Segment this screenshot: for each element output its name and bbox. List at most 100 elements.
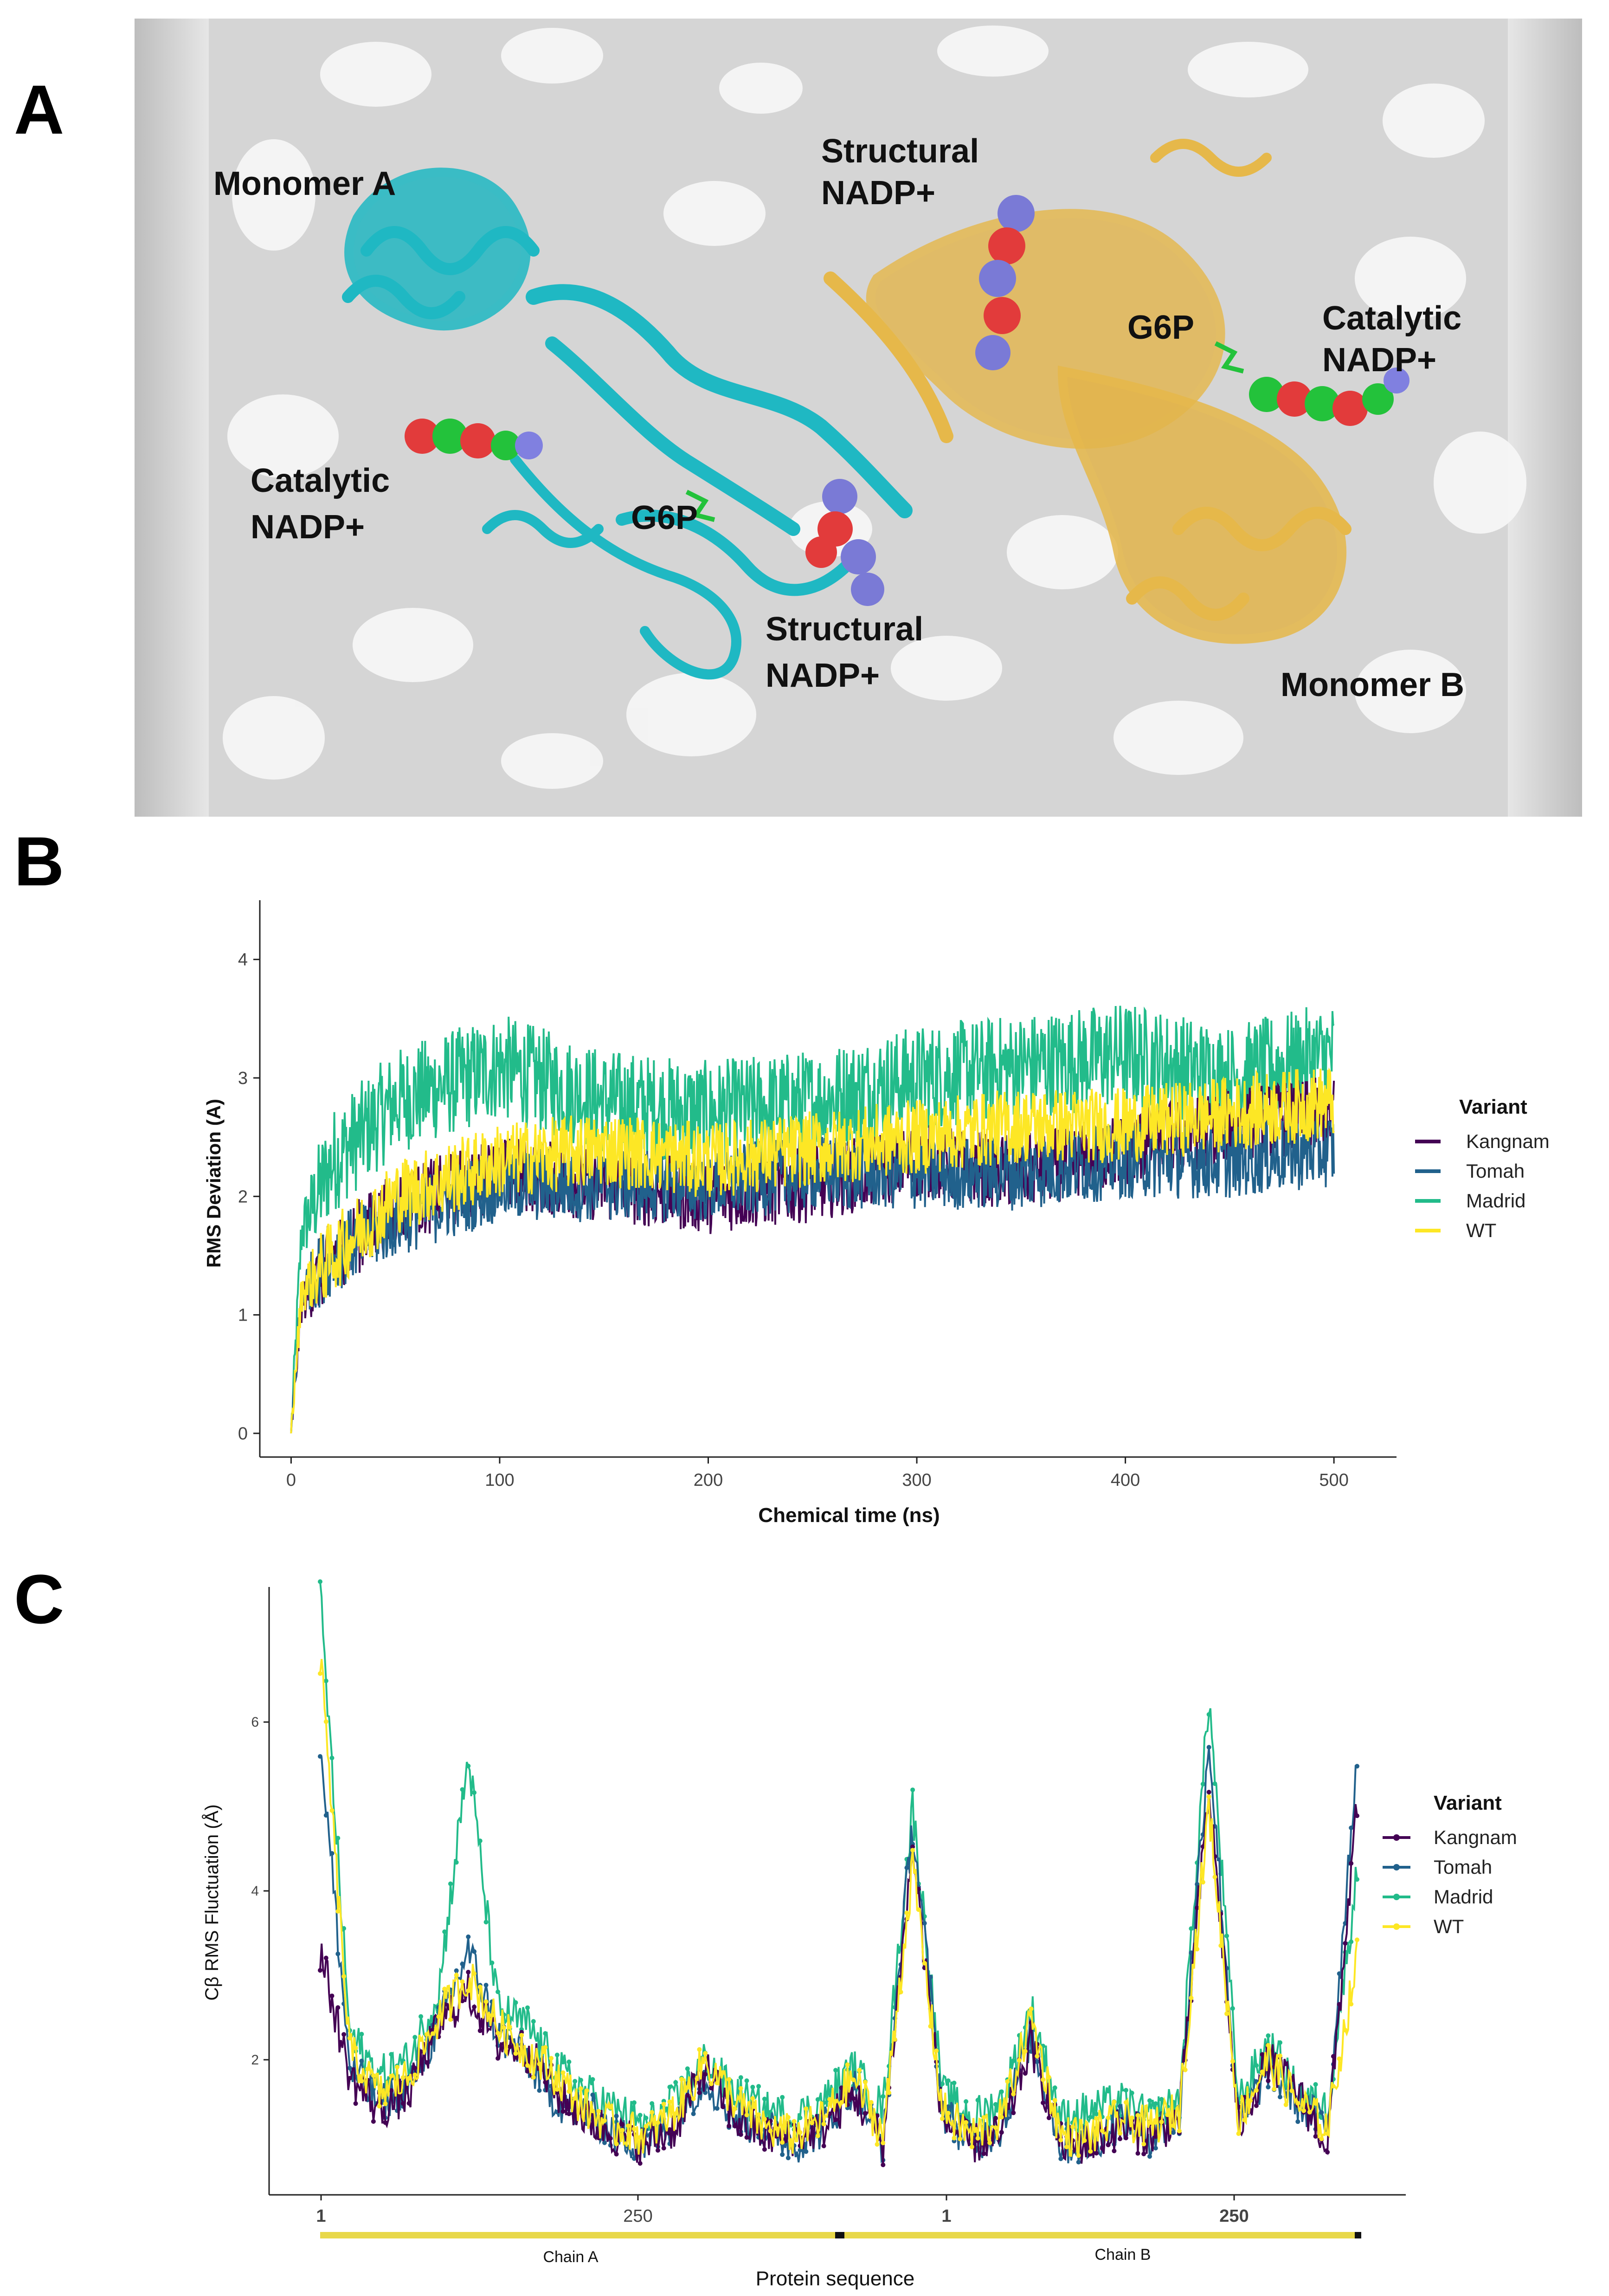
rmsf-point [472,1790,477,1795]
rmsf-axes: 2 4 6 1 250 1 250 [251,1587,1406,2226]
rmsf-point [785,2115,791,2120]
rmsf-point [637,2135,643,2140]
rmsf-point [1129,2115,1134,2120]
rmsf-point [1165,2112,1170,2117]
rmsf-point [756,2084,761,2089]
rmsf-point [1242,2117,1247,2122]
rmsf-point [1206,1745,1211,1750]
rmsd-y-tick-label: 1 [238,1306,248,1325]
rmsd-legend-label: Madrid [1466,1190,1525,1212]
rmsd-x-tick-label: 200 [694,1470,723,1490]
rmsf-point [347,2036,352,2041]
rmsf-point [1283,2061,1288,2066]
rmsf-point [697,2090,702,2095]
rmsf-point [335,1909,341,1914]
rmsf-point [904,1910,909,1915]
rmsf-point [851,2077,856,2082]
rmsf-point [525,2063,530,2068]
rmsf-point [365,2067,370,2071]
panel-b-letter: B [14,822,64,900]
rmsf-point [750,2096,755,2101]
rmsf-point [738,2132,743,2137]
rmsf-point [1295,2101,1300,2106]
label-g6p-right: G6P [1127,309,1194,346]
rmsf-point [412,2065,418,2070]
rmsf-point [353,2101,358,2106]
rmsf-point [1041,2100,1046,2105]
rmsf-point [1337,1971,1342,1976]
rmsf-point [1349,1939,1354,1944]
rmsf-point [1135,2113,1140,2118]
rmsd-x-tick-label: 100 [485,1470,514,1490]
rmsf-point [833,2099,838,2104]
rmsf-point [1266,2033,1271,2038]
rmsf-point [496,2056,501,2061]
rmsf-point [1355,1813,1359,1819]
rmsf-point [1189,1926,1194,1931]
rmsf-point [560,2109,566,2114]
rmsf-point [489,2012,495,2018]
rmsd-legend-title: Variant [1459,1096,1527,1118]
rmsf-point [1153,2134,1158,2139]
rmsf-point [999,2130,1004,2135]
rmsf-point [513,2000,518,2005]
rmsf-point [472,1949,477,1954]
rmsf-x-tick-label: 250 [1219,2206,1249,2226]
rmsf-point [1029,2006,1034,2012]
rmsf-point [637,2161,643,2166]
label-catalytic-left-1: Catalytic [251,462,390,499]
rmsf-point [661,2146,666,2151]
rmsf-point [1278,2040,1282,2045]
rmsf-point [1147,2120,1152,2125]
rmsd-y-tick-label: 0 [238,1424,248,1444]
rmsf-point [341,1974,347,1979]
rmsd-x-tick-label: 500 [1319,1470,1348,1490]
rmsf-point [329,1851,335,1856]
rmsf-point [940,2116,945,2121]
rmsf-point [738,2075,743,2080]
rmsf-point [721,2104,726,2109]
rmsf-point [1076,2153,1081,2158]
rmsf-point [798,2130,803,2135]
rmsf-point [614,2141,619,2147]
rmsf-point [614,2152,619,2157]
rmsf-point [993,2102,998,2107]
rmsf-point [727,2123,732,2128]
rmsf-point [353,2045,358,2051]
rmsf-point [1272,2087,1277,2091]
rmsf-point [383,2101,388,2106]
rmsf-point [329,1993,335,1999]
rmsf-point [412,2072,418,2077]
rmsf-point [952,2135,957,2141]
rmsf-point [910,1848,915,1853]
rmsf-point [323,1719,328,1724]
rmsf-point [560,2070,566,2075]
rmsf-point [329,1808,335,1813]
rmsf-point [590,2109,595,2114]
rmsf-point [708,2081,714,2086]
rmsf-point [406,2101,412,2106]
rmsf-point [335,2005,341,2010]
rmsf-point [774,2126,779,2131]
rmsf-point [1337,2056,1342,2061]
rmsf-point [1112,2148,1117,2154]
rmsf-point [910,1844,915,1849]
rmsf-point [1106,2115,1111,2121]
rmsf-point [347,2065,352,2070]
rmsf-point [928,1974,933,1980]
rmsd-y-tick-label: 2 [238,1187,248,1206]
rmsf-point [531,2019,536,2024]
rmsf-point [1260,2069,1265,2074]
rmsf-point [466,1970,471,1974]
rmsf-point [1153,2146,1158,2151]
rmsf-point [762,2116,767,2122]
rmsf-point [1023,2049,1028,2054]
rmsf-point [780,2140,785,2145]
rmsf-point [768,2128,773,2134]
rmsf-legend-marker [1393,1894,1400,1900]
rmsf-point [750,2084,755,2090]
rmsf-point [400,2075,405,2080]
chain-divider [835,2232,844,2238]
rmsf-point [738,2086,743,2091]
rmsd-legend-label: WT [1466,1219,1496,1241]
